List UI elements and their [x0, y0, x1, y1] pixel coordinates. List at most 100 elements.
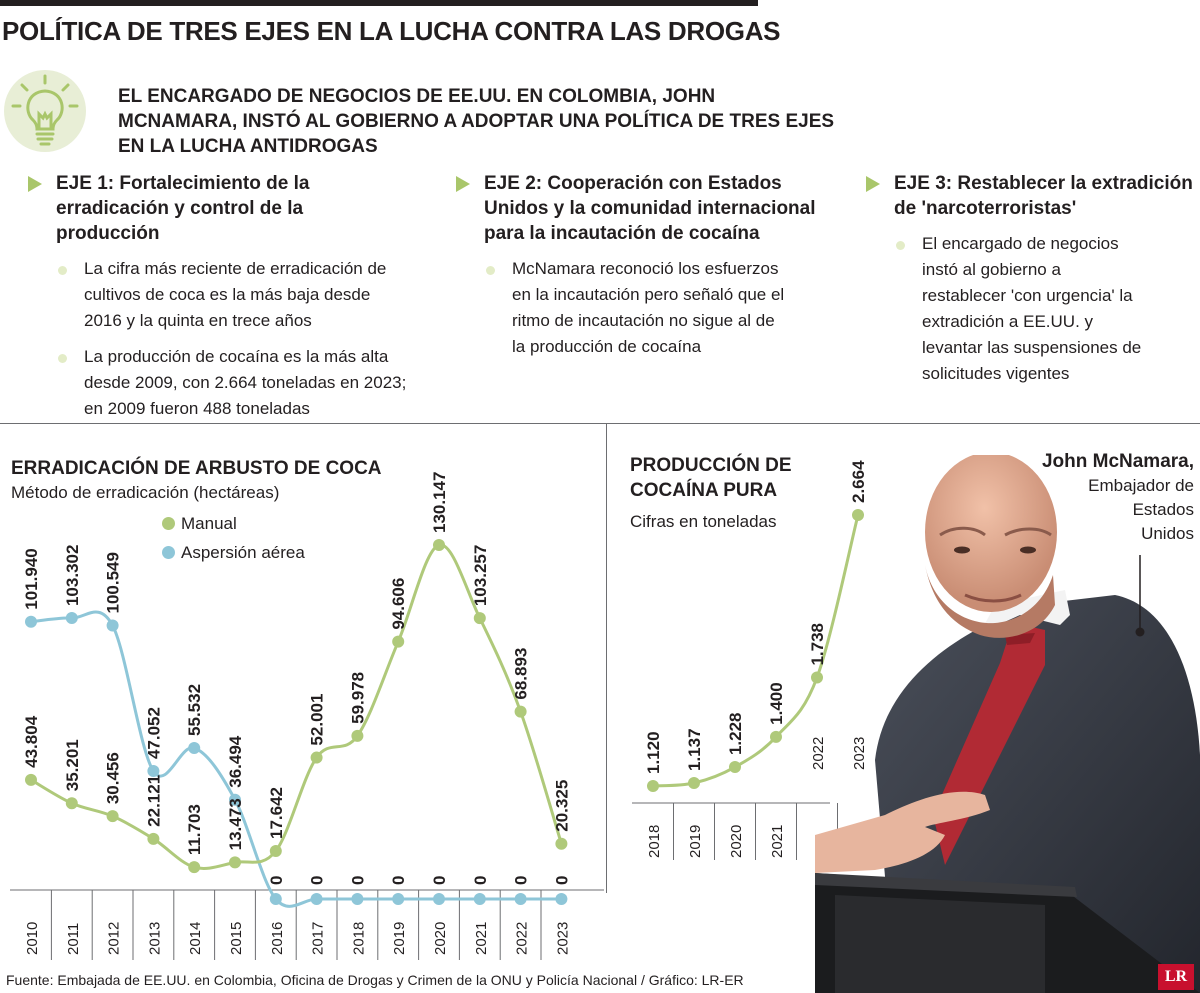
list-item: La producción de cocaína es la más alta …	[28, 344, 408, 422]
data-point-manual	[147, 832, 160, 845]
data-label-aerea: 0	[267, 876, 286, 885]
data-label-aerea: 47.052	[144, 707, 163, 759]
dot-icon	[486, 266, 495, 275]
chart-divider	[606, 423, 607, 893]
data-point-aerea	[555, 893, 568, 905]
section-divider	[0, 423, 1200, 424]
data-point-manual	[514, 705, 527, 718]
data-point-manual	[25, 773, 37, 786]
data-point-aerea	[392, 893, 405, 905]
data-point-manual	[188, 861, 201, 874]
triangle-bullet-icon	[28, 176, 42, 192]
caption-pointer	[1135, 555, 1145, 637]
data-point-manual	[392, 635, 405, 648]
list-item: McNamara reconoció los esfuerzos en la i…	[456, 256, 816, 360]
data-point-manual	[229, 856, 241, 869]
data-point	[647, 780, 659, 792]
data-point-aerea	[514, 893, 527, 905]
eje-title: EJE 1: Fortalecimiento de la erradicació…	[56, 173, 310, 244]
eje-title: EJE 3: Restablecer la extradición de 'na…	[894, 173, 1193, 219]
data-label-manual: 35.201	[63, 739, 82, 791]
data-point-manual	[65, 797, 78, 810]
data-point-aerea	[473, 893, 486, 905]
data-label-manual: 20.325	[552, 780, 571, 832]
data-point-aerea	[433, 893, 445, 905]
data-label-manual: 17.642	[267, 787, 286, 839]
data-point-aerea	[351, 893, 364, 905]
data-label-manual: 22.121	[144, 775, 163, 827]
chart1-legend: Manual Aspersión aérea	[162, 513, 305, 564]
data-label-manual: 43.804	[22, 715, 41, 768]
data-label-aerea: 103.302	[63, 545, 82, 606]
eje-title: EJE 2: Cooperación con Estados Unidos y …	[484, 173, 816, 244]
lr-logo: LR	[1158, 964, 1194, 990]
produccion-chart: 2018 2019 2020 2021 2022 2023 1.120 1.137 1.228 1…	[632, 460, 868, 860]
caption-name: John McNamara,	[1041, 451, 1194, 472]
data-point-aerea	[269, 893, 282, 905]
data-label-aerea: 101.940	[22, 548, 41, 609]
photo-caption: John McNamara, Embajador de Estados Unid…	[1042, 450, 1194, 546]
data-label-aerea: 0	[430, 876, 449, 885]
triangle-bullet-icon	[866, 176, 880, 192]
x-tick-label: 2021	[473, 922, 490, 955]
data-label-aerea: 0	[348, 876, 367, 885]
data-point-manual	[433, 539, 445, 551]
dot-icon	[58, 266, 67, 275]
eje-3: EJE 3: Restablecer la extradición de 'na…	[866, 171, 1196, 387]
lightbulb-icon	[4, 70, 86, 152]
data-point-aerea	[310, 893, 323, 905]
legend-dot-icon	[162, 517, 175, 530]
data-label-aerea: 0	[471, 876, 490, 885]
data-label-aerea: 36.494	[226, 735, 245, 788]
top-rule	[0, 0, 758, 6]
data-label-aerea: 0	[389, 876, 408, 885]
list-item: La cifra más reciente de erradicación de…	[28, 256, 408, 334]
data-label: 1.400	[767, 682, 786, 725]
x-tick-label: 2019	[391, 922, 408, 955]
data-label-aerea: 0	[552, 876, 571, 885]
data-label-aerea: 0	[308, 876, 327, 885]
data-label-manual: 13.473	[226, 798, 245, 850]
data-point-manual	[269, 845, 282, 858]
data-point-manual	[473, 612, 486, 625]
data-label-manual: 30.456	[104, 752, 123, 804]
data-label: 1.120	[644, 731, 663, 774]
erradicacion-chart: 2010 2011 2012 2013 2014 2015 2016 2017 2018 2019…	[10, 472, 604, 960]
triangle-bullet-icon	[456, 176, 470, 192]
x-tick-label: 2016	[269, 922, 286, 955]
data-point-aerea	[188, 741, 201, 754]
data-label-manual: 52.001	[308, 694, 327, 746]
data-point	[852, 509, 864, 521]
chart1-title: ERRADICACIÓN DE ARBUSTO DE COCA	[11, 458, 382, 479]
data-label-manual: 11.703	[185, 804, 204, 855]
data-point-aerea	[65, 612, 78, 625]
chart1-subtitle: Método de erradicación (hectáreas)	[11, 483, 280, 502]
data-point-aerea	[147, 765, 160, 778]
x-tick-label: 2014	[187, 922, 204, 955]
data-point-manual	[555, 837, 568, 850]
x-tick-label: 2012	[106, 922, 123, 955]
data-label-aerea: 0	[512, 876, 531, 885]
data-point-manual	[310, 751, 323, 764]
caption-role: Embajador de Estados Unidos	[1088, 476, 1194, 543]
data-label: 1.738	[808, 623, 827, 666]
source-note: Fuente: Embajada de EE.UU. en Colombia, …	[6, 972, 744, 988]
data-label-manual: 130.147	[430, 472, 449, 533]
list-item: El encargado de negocios instó al gobier…	[866, 231, 1196, 387]
data-label-aerea: 100.549	[104, 552, 123, 613]
x-tick-label: 2022	[810, 737, 827, 770]
data-point-aerea	[25, 615, 37, 628]
page-title: POLÍTICA DE TRES EJES EN LA LUCHA CONTRA…	[2, 16, 781, 46]
mcnamara-photo	[815, 455, 1200, 993]
data-label: 1.228	[726, 712, 745, 755]
data-label-manual: 94.606	[389, 578, 408, 630]
data-point-aerea	[106, 619, 119, 632]
eje-1: EJE 1: Fortalecimiento de la erradicació…	[28, 171, 408, 422]
data-point	[688, 777, 700, 790]
x-tick-label: 2018	[350, 922, 367, 955]
chart2-header: PRODUCCIÓN DE COCAÍNA PURA Cifras en ton…	[630, 453, 800, 534]
legend-item-aerea: Aspersión aérea	[162, 542, 305, 564]
x-tick-label: 2015	[228, 922, 245, 955]
x-tick-label: 2022	[514, 922, 531, 955]
data-point	[811, 671, 823, 684]
